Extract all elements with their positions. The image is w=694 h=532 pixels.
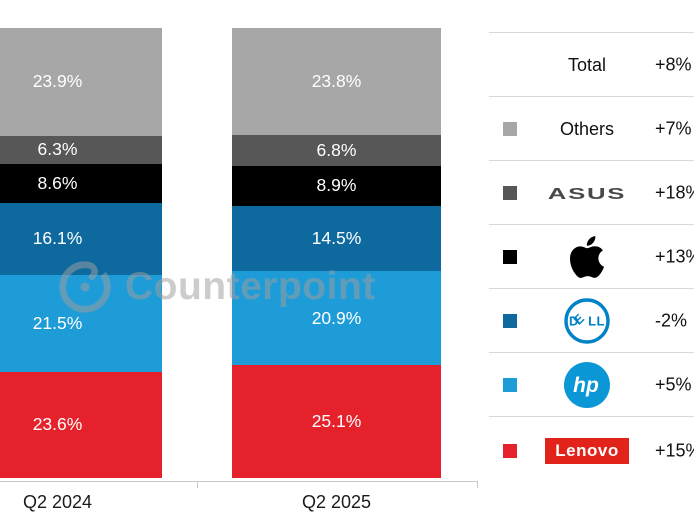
stacked-bar-q2-2025: 23.8% 6.8% 8.9% 14.5% 20.9% 25.1%	[232, 28, 441, 478]
segment-value-label: 6.8%	[316, 139, 357, 160]
segment-dell: 14.5%	[232, 205, 441, 271]
segment-dell: 16.1%	[0, 202, 162, 276]
svg-text:DELL: DELL	[569, 311, 605, 329]
segment-value-label: 8.6%	[37, 172, 78, 193]
segment-value-label: 20.9%	[311, 307, 362, 328]
x-axis-tick	[197, 481, 198, 488]
hp-swatch	[503, 378, 517, 392]
legend-change-lenovo: +15%	[655, 440, 694, 461]
lenovo-logo-icon: Lenovo	[545, 438, 629, 464]
legend-row-others: Others +7%	[489, 96, 694, 161]
legend-change-apple: +13%	[655, 246, 694, 267]
legend-row-hp: hp +5%	[489, 352, 694, 417]
segment-value-label: 21.5%	[32, 312, 83, 333]
segment-value-label: 14.5%	[311, 227, 362, 248]
legend-row-apple: +13%	[489, 224, 694, 289]
legend-change-hp: +5%	[655, 374, 692, 395]
stacked-bar-q2-2024: 23.9% 6.3% 8.6% 16.1% 21.5% 23.6%	[0, 28, 162, 478]
x-axis-line	[0, 481, 478, 482]
segment-lenovo: 25.1%	[232, 365, 441, 478]
svg-text:hp: hp	[573, 374, 599, 397]
x-axis-label-q2-2024: Q2 2024	[22, 492, 93, 512]
segment-value-label: 25.1%	[311, 411, 362, 431]
legend-label-others: Others	[559, 118, 615, 139]
segment-hp: 20.9%	[232, 270, 441, 366]
dell-logo-icon: DELL	[564, 298, 610, 344]
segment-value-label: 8.9%	[316, 175, 357, 196]
legend-label-total: Total	[567, 54, 607, 75]
asus-swatch	[503, 186, 517, 200]
segment-others: 23.9%	[0, 28, 162, 136]
legend-row-dell: DELL -2%	[489, 288, 694, 353]
hp-logo-icon: hp	[564, 362, 610, 408]
others-swatch	[503, 122, 517, 136]
lenovo-swatch	[503, 444, 517, 458]
segment-value-label: 23.9%	[32, 71, 83, 92]
segment-apple: 8.6%	[0, 163, 162, 203]
legend-change-total: +8%	[655, 54, 692, 75]
legend-change-dell: -2%	[655, 310, 688, 331]
x-axis-tick	[477, 481, 478, 488]
segment-asus: 6.8%	[232, 135, 441, 166]
apple-logo-icon	[570, 236, 604, 278]
legend-row-total: Total +8%	[489, 32, 694, 97]
segment-value-label: 6.3%	[37, 139, 78, 160]
apple-swatch	[503, 250, 517, 264]
legend-row-lenovo: Lenovo +15%	[489, 416, 694, 485]
legend-change-others: +7%	[655, 118, 692, 139]
segment-value-label: 16.1%	[32, 228, 83, 249]
segment-hp: 21.5%	[0, 275, 162, 372]
legend-change-asus: +18%	[655, 182, 694, 203]
segment-value-label: 23.6%	[32, 414, 83, 435]
asus-logo-icon: ASUS	[547, 183, 627, 202]
segment-asus: 6.3%	[0, 135, 162, 164]
segment-apple: 8.9%	[232, 165, 441, 206]
x-axis-label-q2-2025: Q2 2025	[301, 492, 372, 512]
segment-lenovo: 23.6%	[0, 371, 162, 478]
legend-row-asus: ASUS +18%	[489, 160, 694, 225]
segment-value-label: 23.8%	[311, 71, 362, 92]
dell-swatch	[503, 314, 517, 328]
segment-others: 23.8%	[232, 28, 441, 136]
